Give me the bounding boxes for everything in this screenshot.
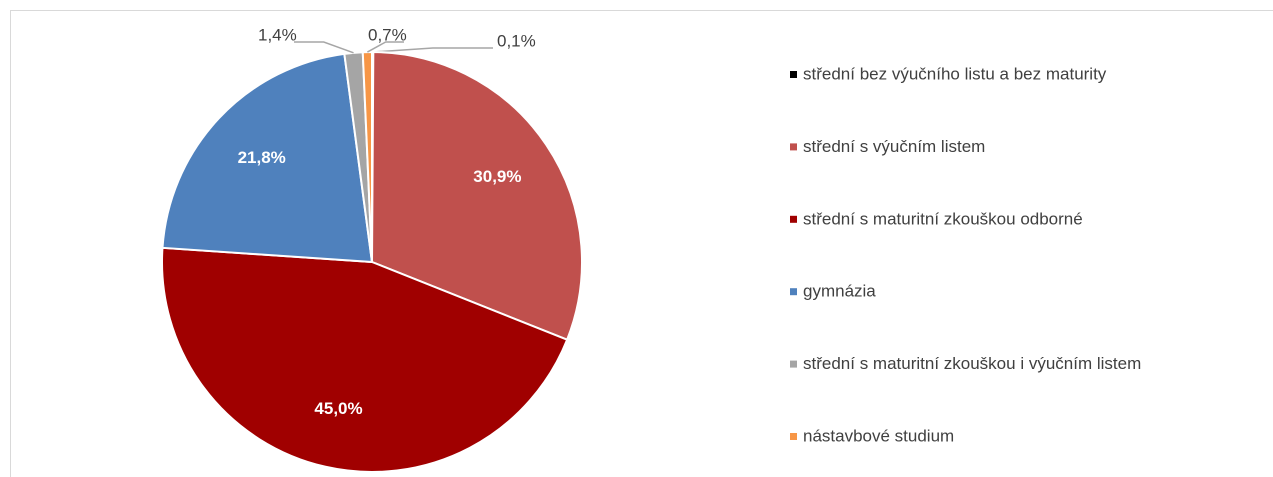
legend-label: střední bez výučního listu a bez maturit… <box>803 64 1107 83</box>
legend-swatch <box>790 71 797 78</box>
legend-swatch <box>790 360 797 368</box>
pie-slice <box>361 50 373 263</box>
legend-swatch <box>790 215 797 223</box>
legend-label: nástavbové studium <box>803 426 954 445</box>
data-label: 21,8% <box>238 148 286 167</box>
data-label: 1,4% <box>258 25 297 44</box>
data-label: 0,1% <box>497 31 536 50</box>
data-label: 30,9% <box>473 167 521 186</box>
legend-swatch <box>790 433 797 440</box>
leader-line <box>367 41 404 53</box>
legend-label: střední s maturitní zkouškou i výučním l… <box>803 354 1141 373</box>
pie-slice <box>370 50 583 341</box>
chart-border <box>10 10 1273 477</box>
data-label: 0,7% <box>368 25 407 44</box>
legend-label: střední s výučním listem <box>803 137 985 156</box>
legend-swatch <box>790 288 797 296</box>
pie-slice <box>161 246 569 473</box>
leader-line <box>372 47 493 53</box>
legend-swatch <box>790 143 797 151</box>
data-label: 45,0% <box>314 399 362 418</box>
legend-label: gymnázia <box>803 282 876 301</box>
pie-slice <box>161 52 374 264</box>
legend-label: střední s maturitní zkouškou odborné <box>803 209 1083 228</box>
leader-line <box>294 41 354 54</box>
